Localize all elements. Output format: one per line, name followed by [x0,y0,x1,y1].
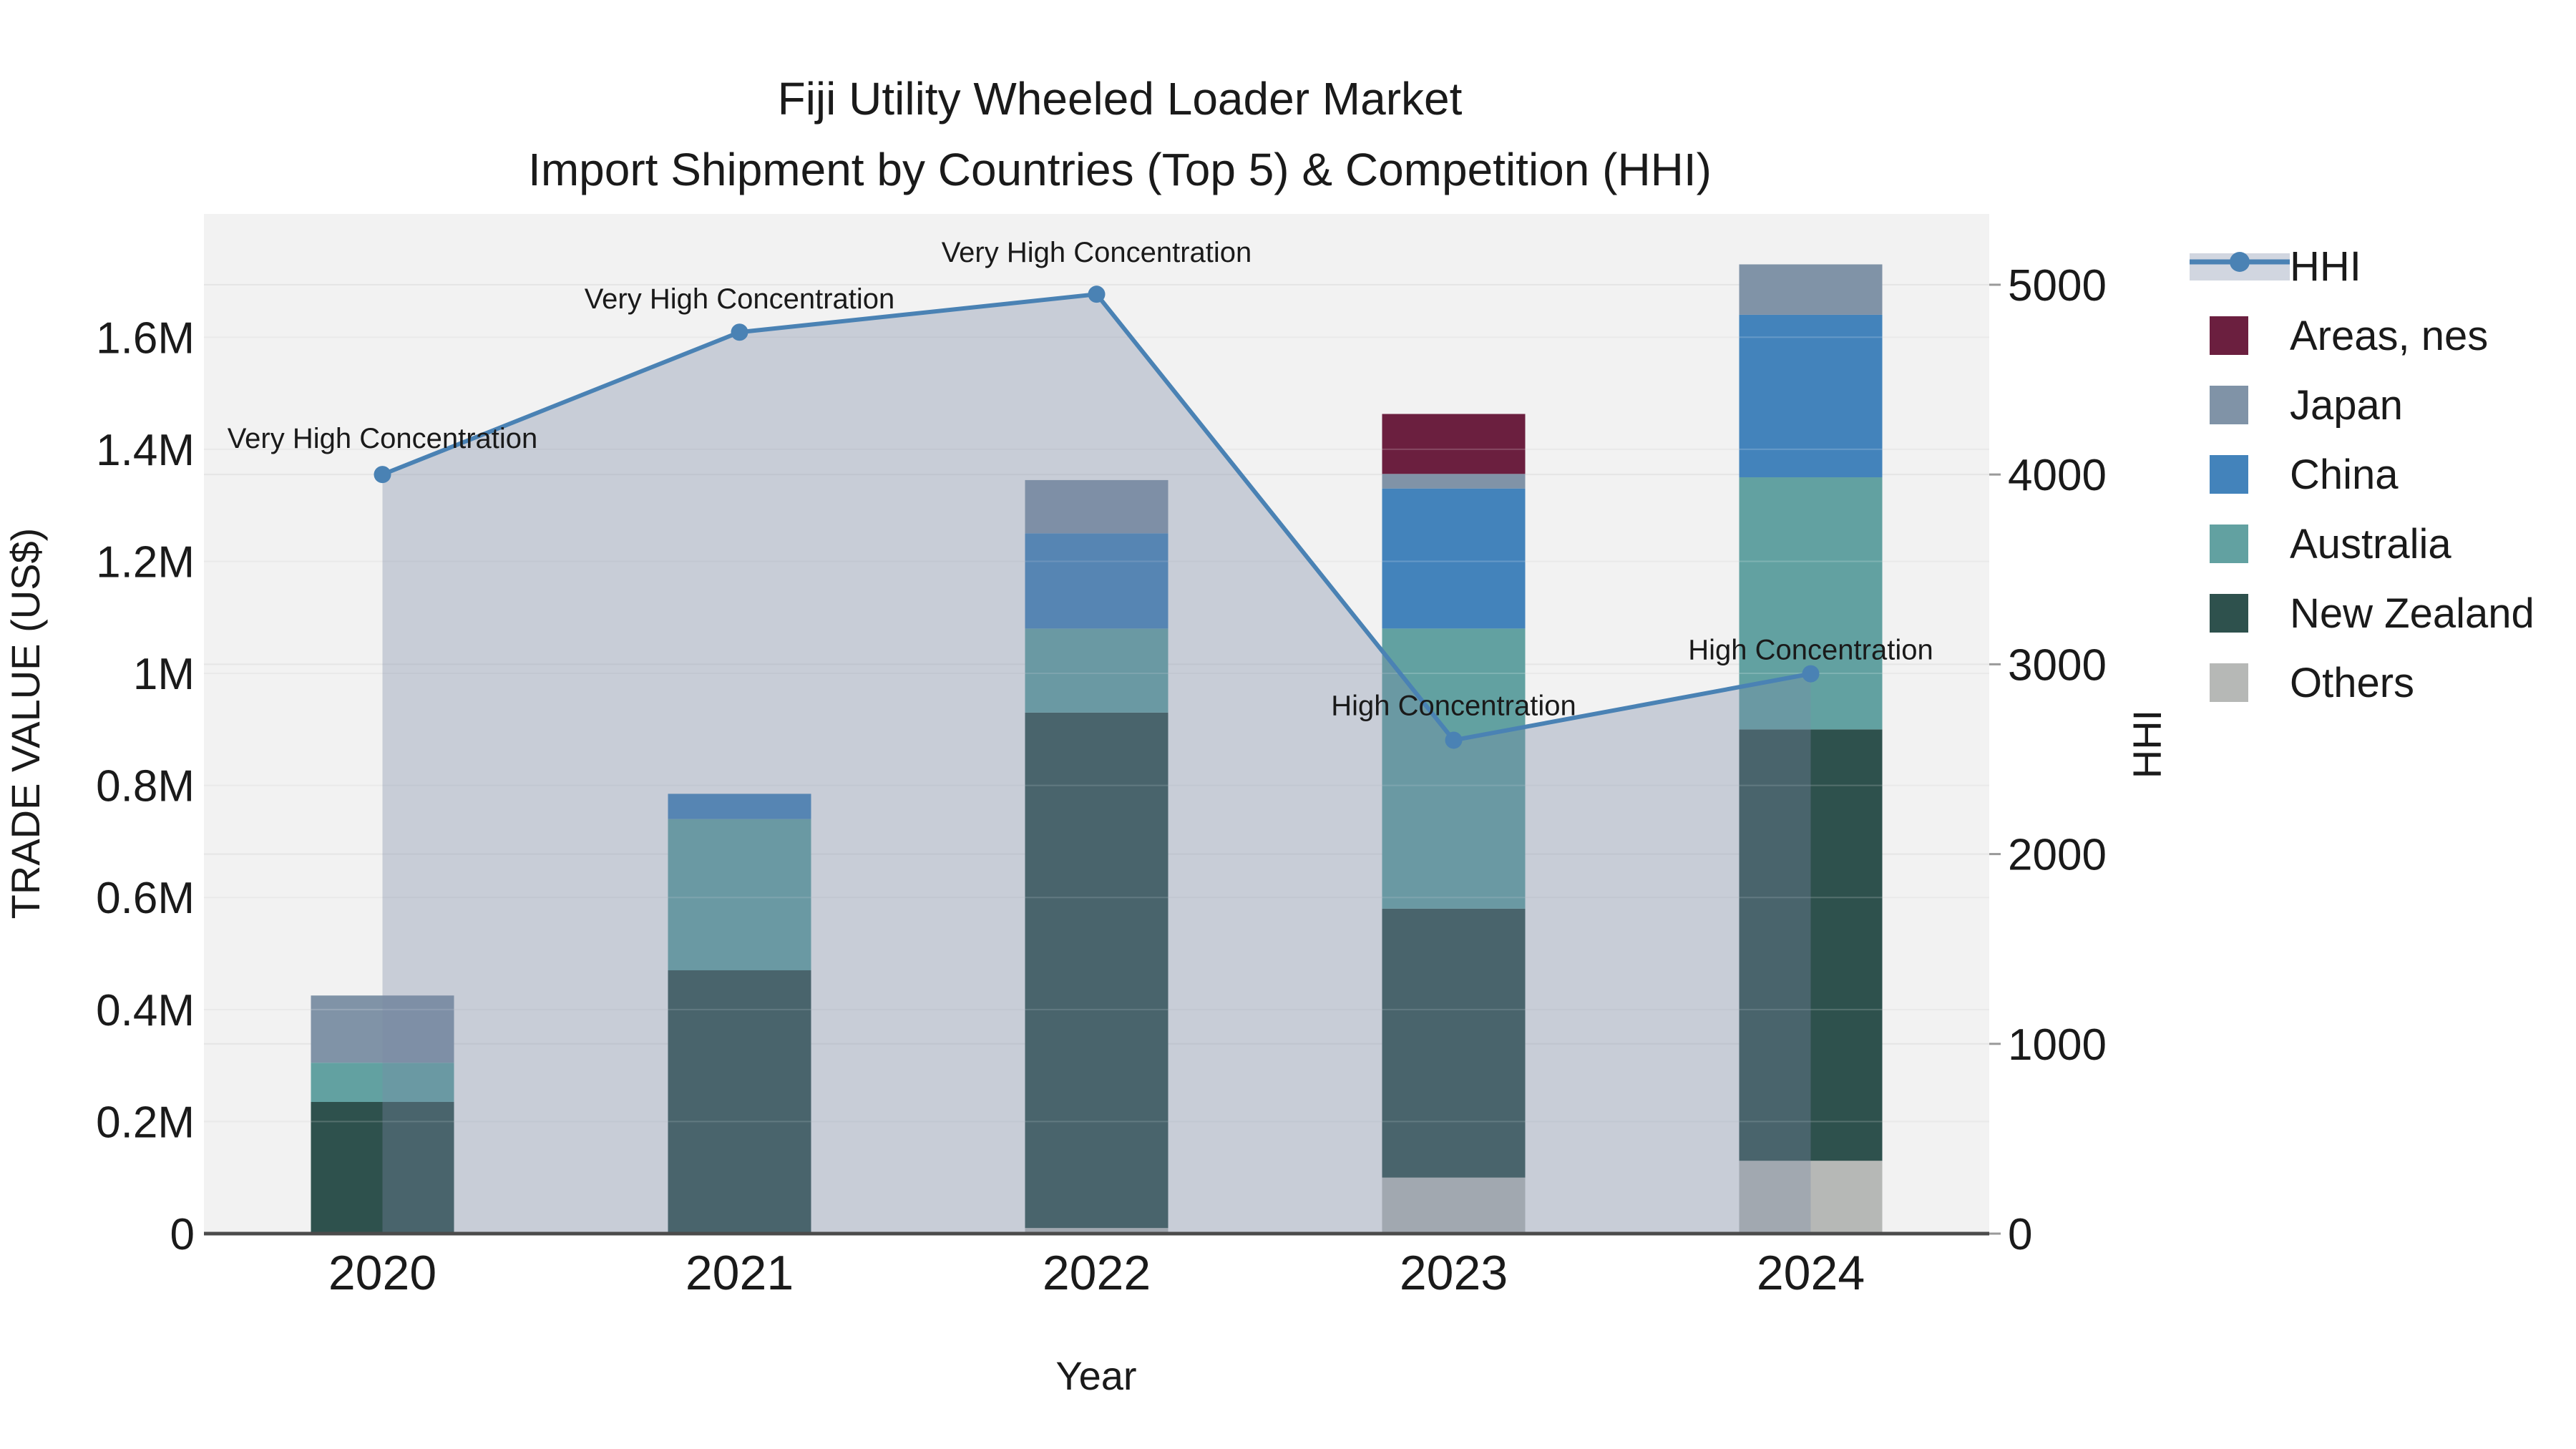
y2-axis-title: HHI [2124,710,2170,779]
gridlines-overlay [204,336,1989,1123]
annotation-2023: High Concentration [1331,690,1576,721]
legend-item-australia[interactable]: Australia [2210,521,2451,567]
bar-segment-new-zealand-2024[interactable] [1739,729,1883,1161]
bar-segment-others-2022[interactable] [1025,1228,1169,1234]
y-right-tick-label: 3000 [2008,640,2107,690]
x-tick-label-2021: 2021 [686,1246,794,1300]
bar-segment-china-2022[interactable] [1025,533,1169,629]
plot-area: Very High Concentration Very High Concent… [96,214,2107,1300]
bar-segment-australia-2022[interactable] [1025,628,1169,713]
x-tick-label-2022: 2022 [1043,1246,1151,1300]
legend-item-label: Australia [2290,521,2451,567]
x-tick-label-2020: 2020 [328,1246,436,1300]
bar-segment-new-zealand-2021[interactable] [668,970,811,1234]
bar-segment-new-zealand-2023[interactable] [1382,908,1526,1178]
legend-swatch-icon [2210,316,2248,355]
bar-segment-japan-2022[interactable] [1025,479,1169,534]
bar-segment-japan-2020[interactable] [311,995,454,1063]
legend-swatch-icon [2210,663,2248,702]
annotation-2020: Very High Concentration [228,423,538,454]
hhi-marker-2023[interactable] [1445,731,1463,749]
legend-item-areas-nes[interactable]: Areas, nes [2210,313,2488,359]
hhi-marker-2022[interactable] [1088,286,1106,303]
legend-item-label: Areas, nes [2290,313,2488,359]
annotation-2022: Very High Concentration [942,237,1252,268]
bar-segment-others-2023[interactable] [1382,1177,1526,1234]
bar-segment-new-zealand-2020[interactable] [311,1102,454,1234]
hhi-marker-2021[interactable] [731,323,748,341]
chart-title-line1: Fiji Utility Wheeled Loader Market [778,73,1463,125]
y-right-tick-label: 5000 [2008,261,2107,311]
bar-segment-australia-2024[interactable] [1739,477,1883,730]
bar-segment-china-2023[interactable] [1382,488,1526,629]
hhi-marker-2024[interactable] [1802,665,1820,683]
y-right-tick-label: 1000 [2008,1020,2107,1070]
legend: HHI Areas, nes Japan China Australia New Zeal… [2190,243,2534,706]
legend-swatch-icon [2210,455,2248,494]
legend-item-label: Japan [2290,382,2403,429]
bar-segment-new-zealand-2022[interactable] [1025,712,1169,1229]
legend-item-label: HHI [2290,243,2361,290]
legend-hhi-marker-icon [2230,252,2250,272]
y-left-tick-label: 0.4M [96,986,195,1035]
chart-title-line2: Import Shipment by Countries (Top 5) & C… [528,144,1712,195]
x-tick-label-2024: 2024 [1757,1246,1865,1300]
y-right-tick-label: 4000 [2008,451,2107,500]
y-left-tick-label: 1.2M [96,537,195,587]
legend-item-japan[interactable]: Japan [2210,382,2403,429]
bar-series-group [311,264,1883,1234]
y-left-tick-label: 0.2M [96,1098,195,1147]
legend-item-china[interactable]: China [2210,452,2399,498]
y-left-tick-label: 0.8M [96,762,195,811]
x-axis-title: Year [1055,1353,1136,1398]
bar-segment-australia-2021[interactable] [668,819,811,971]
bar-segment-australia-2020[interactable] [311,1063,454,1103]
legend-item-label: China [2290,452,2399,498]
legend-item-label: Others [2290,660,2414,706]
y-right-tick-label: 2000 [2008,831,2107,880]
legend-item-label: New Zealand [2290,590,2534,637]
legend-swatch-icon [2210,386,2248,424]
y-left-tick-label: 1.6M [96,313,195,363]
annotation-2021: Very High Concentration [585,283,895,315]
y-left-tick-label: 1M [133,650,195,699]
x-tick-label-2023: 2023 [1400,1246,1508,1300]
bar-segment-australia-2023[interactable] [1382,628,1526,909]
bar-segment-china-2021[interactable] [668,794,811,819]
legend-swatch-icon [2210,594,2248,633]
bar-segment-areas-nes-2023[interactable] [1382,414,1526,474]
legend-item-others[interactable]: Others [2210,660,2414,706]
y-left-tick-label: 0.6M [96,874,195,923]
y-left-tick-label: 0 [170,1210,195,1259]
bar-segment-china-2024[interactable] [1739,314,1883,477]
annotation-2024: High Concentration [1688,635,1933,666]
y-left-tick-label: 1.4M [96,426,195,475]
legend-item-hhi[interactable]: HHI [2190,243,2361,290]
legend-swatch-icon [2210,525,2248,563]
hhi-marker-2020[interactable] [374,466,391,484]
bar-segment-others-2024[interactable] [1739,1161,1883,1234]
bar-segment-japan-2023[interactable] [1382,474,1526,489]
bar-segment-japan-2024[interactable] [1739,264,1883,315]
legend-item-new-zealand[interactable]: New Zealand [2210,590,2534,637]
hhi-area-fill [382,294,1811,1234]
y-right-tick-label: 0 [2008,1210,2032,1259]
y-axis-title: TRADE VALUE (US$) [3,528,48,919]
